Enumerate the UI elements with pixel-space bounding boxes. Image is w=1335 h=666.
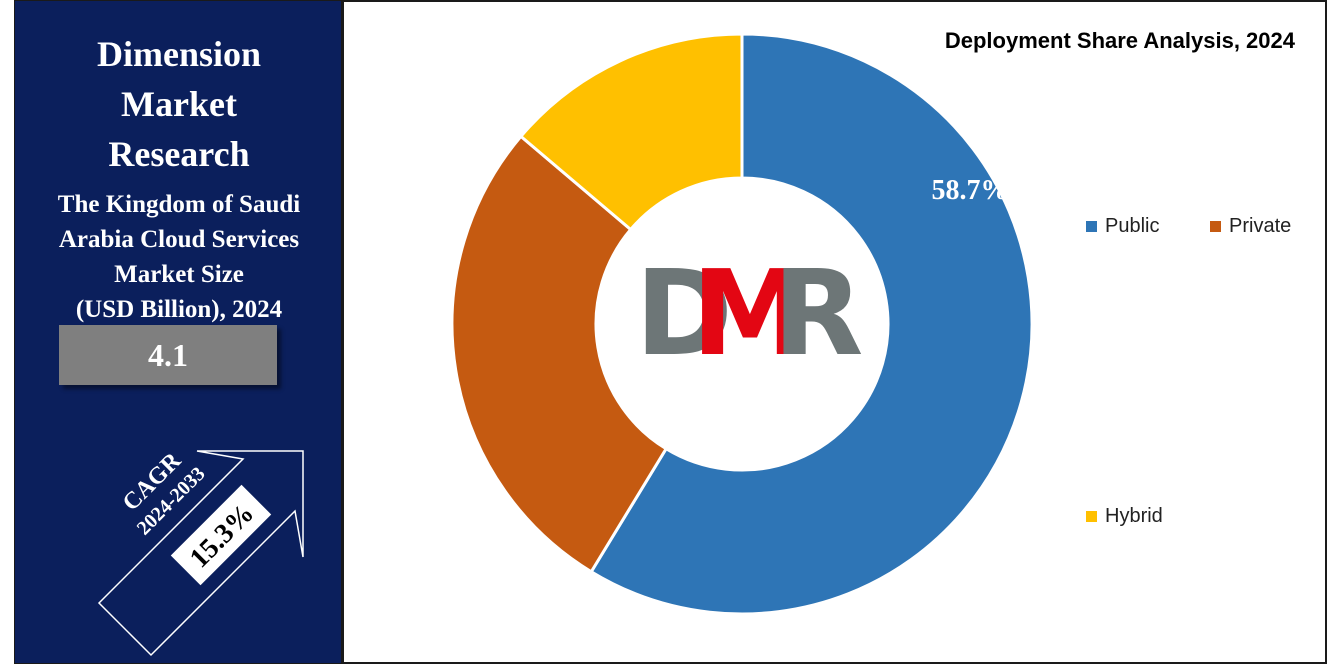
market-subtitle: The Kingdom of Saudi Arabia Cloud Servic… bbox=[15, 187, 343, 327]
donut-hole bbox=[597, 179, 887, 469]
brand-name: Dimension Market Research bbox=[15, 29, 343, 179]
donut-slices bbox=[450, 32, 1034, 616]
brand-line: Dimension bbox=[96, 34, 262, 74]
subtitle-line: (USD Billion), 2024 bbox=[75, 296, 283, 323]
donut-slice-hybrid bbox=[518, 32, 744, 232]
donut-data-labels: 58.7% bbox=[932, 175, 1009, 206]
donut-slice-public bbox=[589, 32, 1034, 616]
cagr-value-box bbox=[170, 484, 272, 586]
logo-letter-m: M bbox=[691, 244, 808, 382]
chart-panel: Deployment Share Analysis, 2024 58.7% D … bbox=[342, 0, 1327, 664]
legend-swatch-icon bbox=[1086, 221, 1097, 232]
legend-label: Hybrid bbox=[1105, 505, 1163, 527]
left-info-panel: Dimension Market Research The Kingdom of… bbox=[14, 0, 342, 664]
cagr-arrow-graphic: CAGR 2024-2033 15.3% bbox=[97, 447, 304, 657]
subtitle-line: The Kingdom of Saudi bbox=[57, 191, 301, 218]
market-value-box: 4.1 bbox=[59, 325, 277, 385]
logo-letter-d: D bbox=[635, 244, 733, 382]
brand-line: Market bbox=[121, 84, 237, 124]
legend-label: Public bbox=[1105, 215, 1160, 237]
data-label-public: 58.7% bbox=[932, 175, 1009, 206]
legend-item-private: Private bbox=[1210, 215, 1291, 238]
legend-label: Private bbox=[1229, 215, 1292, 237]
subtitle-line: Arabia Cloud Services bbox=[58, 226, 300, 253]
legend-item-public: Public bbox=[1086, 215, 1159, 238]
legend-swatch-icon bbox=[1086, 511, 1097, 522]
legend-swatch-icon bbox=[1210, 221, 1221, 232]
donut-chart: 58.7% D M R bbox=[450, 32, 1034, 616]
donut-slice-private bbox=[450, 134, 669, 574]
legend-item-hybrid: Hybrid bbox=[1086, 505, 1163, 528]
chart-title: Deployment Share Analysis, 2024 bbox=[944, 28, 1295, 53]
subtitle-line: Market Size bbox=[114, 261, 244, 288]
logo-letter-r: R bbox=[773, 244, 864, 382]
market-value: 4.1 bbox=[148, 337, 188, 373]
dmr-logo: D M R bbox=[635, 244, 863, 382]
brand-line: Research bbox=[108, 134, 250, 174]
